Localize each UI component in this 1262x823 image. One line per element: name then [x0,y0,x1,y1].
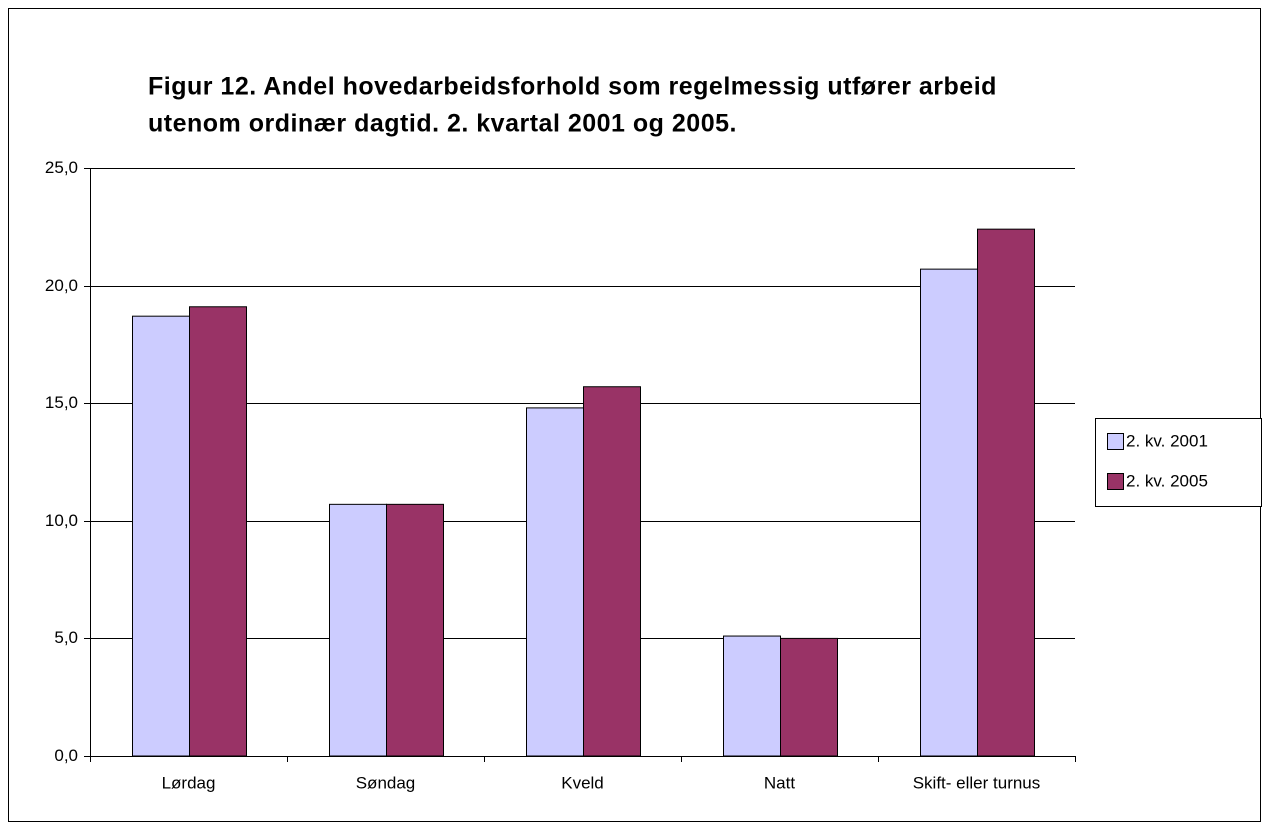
y-tick-label: 25,0 [45,158,78,177]
bar [132,315,190,757]
y-tick-label: 15,0 [45,393,78,412]
bar [780,637,838,757]
bar [723,635,781,757]
legend-label: 2. kv. 2001 [1126,431,1208,450]
x-tick-label: Natt [764,773,795,792]
chart-title: utenom ordinær dagtid. 2. kvartal 2001 o… [148,110,737,138]
y-tick-label: 0,0 [54,746,78,765]
legend-label: 2. kv. 2005 [1126,471,1208,490]
y-tick-label: 5,0 [54,628,78,647]
bar [526,407,584,757]
x-tick-label: Søndag [356,773,416,792]
chart-title: Figur 12. Andel hovedarbeidsforhold som … [148,73,997,101]
bar [920,268,978,757]
x-tick-label: Kveld [561,773,604,792]
x-tick-label: Lørdag [162,773,216,792]
y-tick-label: 10,0 [45,511,78,530]
bar [386,503,444,757]
x-tick-label: Skift- eller turnus [913,773,1041,792]
legend-swatch [1107,433,1124,450]
bar [329,503,387,757]
bar [977,228,1035,757]
bar [583,386,641,757]
legend-swatch [1107,473,1124,490]
bar [189,306,247,757]
y-tick-label: 20,0 [45,276,78,295]
